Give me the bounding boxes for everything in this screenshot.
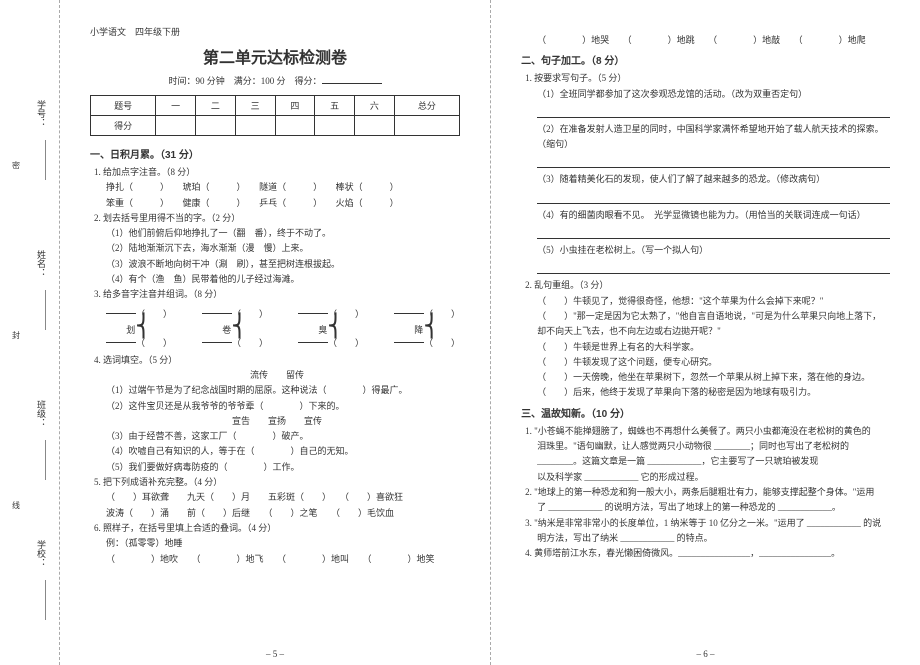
q6: 6. 照样子，在括号里填上合适的叠词。（4 分） xyxy=(94,521,460,536)
s2-q2: 2. 乱句重组。（3 分） xyxy=(525,278,890,293)
q4: 4. 选词填空。（5 分） xyxy=(94,353,460,368)
label-xingming: 姓名： xyxy=(35,250,48,277)
q3: 3. 给多音字注音并组词。（8 分） xyxy=(94,287,460,302)
section-2-heading: 二、句子加工。（8 分） xyxy=(521,52,890,67)
label-banji: 班级： xyxy=(35,400,48,427)
page-number-5: – 5 – xyxy=(60,649,490,659)
page-5: 小学语文 四年级下册 第二单元达标检测卷 时间：90 分钟 满分：100 分 得… xyxy=(60,0,491,665)
section-1-heading: 一、日积月累。（31 分） xyxy=(90,146,460,161)
label-xuexiao: 学校： xyxy=(35,540,48,567)
test-meta: 时间：90 分钟 满分：100 分 得分： xyxy=(90,74,460,87)
label-xuehao: 学号： xyxy=(35,100,48,127)
score-table: 题号 一 二 三 四 五 六 总分 得分 xyxy=(90,95,460,136)
page-6: （ ）地哭 （ ）地跳 （ ）地敲 （ ）地爬 二、句子加工。（8 分） 1. … xyxy=(491,0,920,665)
section-3-heading: 三、温故知新。（10 分） xyxy=(521,405,890,420)
q2: 2. 划去括号里用得不当的字。（2 分） xyxy=(94,211,460,226)
book-header: 小学语文 四年级下册 xyxy=(90,25,460,38)
q1-row2: 笨重（ ） 健康（ ） 乒乓（ ） 火焰（ ） xyxy=(106,196,460,211)
seal-mi: 密 xyxy=(12,160,20,171)
q1-row1: 挣扎（ ） 琥珀（ ） 隧道（ ） 棒状（ ） xyxy=(106,180,460,195)
q1: 1. 给加点字注音。（8 分） xyxy=(94,165,460,180)
test-title: 第二单元达标检测卷 xyxy=(90,44,460,68)
q6-cont: （ ）地哭 （ ）地跳 （ ）地敲 （ ）地爬 xyxy=(537,33,890,48)
binding-margin: 学号： 姓名： 班级： 学校： 密 封 线 xyxy=(0,0,60,665)
seal-feng: 封 xyxy=(12,330,20,341)
q3-chars: （ ） 划⎨ （ ） （ ） 卷⎨ （ ） （ ） 臭⎨ （ ） （ ） 降⎨ … xyxy=(106,307,460,349)
s2-q1: 1. 按要求写句子。（5 分） xyxy=(525,71,890,86)
seal-xian: 线 xyxy=(12,500,20,511)
q5: 5. 把下列成语补充完整。（4 分） xyxy=(94,475,460,490)
page-number-6: – 6 – xyxy=(491,649,920,659)
